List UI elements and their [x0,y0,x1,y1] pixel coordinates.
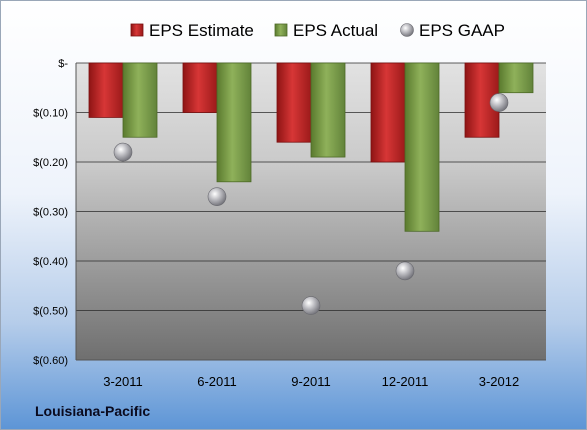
bar-eps-actual [404,62,440,232]
y-tick-label: $(0.20) [33,157,68,169]
x-tick-label: 12-2011 [382,374,429,389]
legend-swatch [400,23,414,37]
y-tick-label: $(0.60) [33,355,68,367]
x-tick-label: 3-2012 [479,374,519,389]
company-name: Louisiana-Pacific [35,403,151,419]
legend-label: EPS Actual [293,21,378,40]
bar-eps-actual [310,62,346,158]
legend-label: EPS GAAP [419,21,505,40]
bar-eps-actual [122,62,158,138]
x-tick-label: 3-2011 [103,374,143,389]
legend-swatch [130,23,144,37]
x-tick-label: 9-2011 [291,374,331,389]
y-tick-label: $- [58,58,68,70]
legend: EPS Estimate EPS Actual EPS GAAP [130,21,505,40]
bar-eps-estimate [88,62,124,118]
y-tick-label: $(0.40) [33,256,68,268]
bar-eps-estimate [276,62,312,143]
axis-layer: $- $(0.10) $(0.20) $(0.30) $(0.40) $(0.50) $(0… [33,58,546,389]
bar-eps-estimate [370,62,406,163]
x-tick-label: 6-2011 [197,374,237,389]
legend-swatch [274,23,288,37]
y-tick-label: $(0.10) [33,108,68,120]
bar-eps-estimate [182,62,218,113]
bar-eps-actual [216,62,252,183]
point-eps-gaap [113,142,133,162]
point-eps-gaap [489,93,509,112]
point-eps-gaap [301,296,321,315]
y-tick-label: $(0.30) [33,207,68,219]
bars-layer [88,62,534,315]
legend-label: EPS Estimate [149,21,254,40]
y-tick-label: $(0.50) [33,306,68,318]
point-eps-gaap [207,187,227,206]
point-eps-gaap [395,261,415,281]
bar-eps-actual [498,62,534,94]
